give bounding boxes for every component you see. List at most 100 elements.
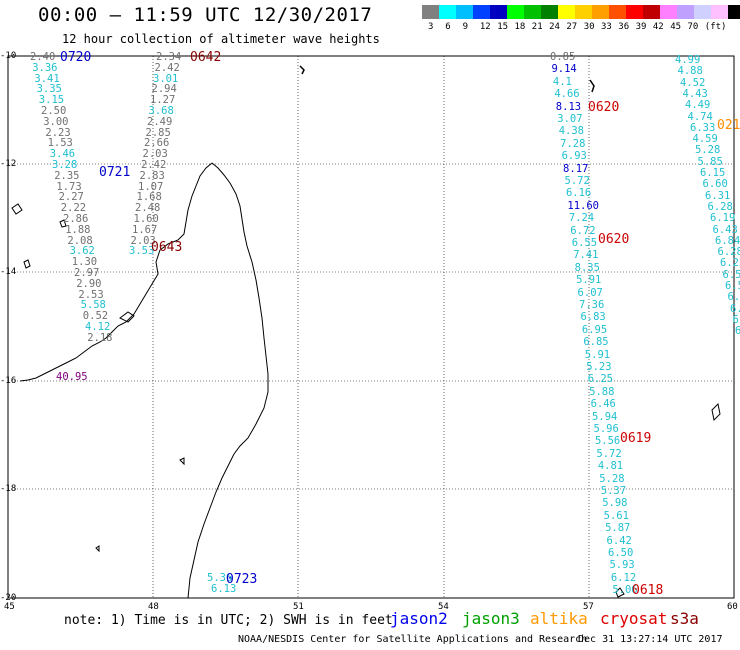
wave-height-value: 2.94 xyxy=(151,83,177,96)
wave-height-value: 1.68 xyxy=(136,191,162,204)
wave-height-value: 5.61 xyxy=(603,509,629,522)
wave-height-value: 2.03 xyxy=(142,148,168,161)
wave-height-value: 6.55 xyxy=(571,237,598,249)
scale-swatch xyxy=(575,5,592,19)
pass-time-label: 0642 xyxy=(190,50,222,65)
scale-label: 24 xyxy=(549,22,560,32)
wave-height-value: 5.85 xyxy=(697,155,723,168)
wave-height-value: 1.53 xyxy=(47,137,73,150)
map-subtitle: 12 hour collection of altimeter wave hei… xyxy=(62,32,380,46)
y-tick-label: -10 xyxy=(0,51,17,61)
wave-height-value: 6.28 xyxy=(717,246,740,259)
wave-height-value: 3.68 xyxy=(148,105,174,117)
wave-height-value: 11.60 xyxy=(567,199,599,212)
map-note: note: 1) Time is in UTC; 2) SWH is in fe… xyxy=(64,613,393,628)
wave-height-value: 5.72 xyxy=(596,447,622,460)
wave-height-value: 4.38 xyxy=(558,125,584,138)
wave-height-value: 6.83 xyxy=(580,311,606,324)
footer-date: Dec 31 13:27:14 UTC 2017 xyxy=(578,634,723,645)
wave-height-value: 4.88 xyxy=(677,65,703,78)
wave-height-value: 2.48 xyxy=(135,202,161,215)
wave-height-value: 5.37 xyxy=(600,485,627,497)
scale-label: 9 xyxy=(462,22,469,32)
wave-height-value: 40.95 xyxy=(56,371,88,383)
wave-height-value: 9.14 xyxy=(551,63,577,76)
scale-swatch xyxy=(541,5,558,19)
pass-time-label: 0721 xyxy=(99,165,131,180)
x-tick-label: 54 xyxy=(438,602,449,612)
wave-height-value: 2.23 xyxy=(45,126,71,139)
wave-height-value: 6.43 xyxy=(712,223,738,236)
wave-height-value: 8.13 xyxy=(555,100,582,113)
wave-height-value: 1.88 xyxy=(65,223,91,236)
x-tick-label: 57 xyxy=(583,602,594,612)
scale-swatch xyxy=(558,5,575,19)
wave-height-value: 3.62 xyxy=(69,245,95,258)
island-west-1 xyxy=(11,203,23,215)
wave-height-value: 2.66 xyxy=(144,137,170,150)
legend-item-s3a: s3a xyxy=(670,609,699,628)
y-tick-label: -12 xyxy=(0,159,17,169)
wave-height-value: 7.28 xyxy=(560,137,586,150)
scale-swatch xyxy=(728,5,740,19)
x-tick-label: 60 xyxy=(727,602,738,612)
wave-height-value: 6. xyxy=(730,302,740,315)
scale-swatch xyxy=(626,5,643,19)
color-scale xyxy=(422,5,740,19)
island-mayotte xyxy=(23,259,31,269)
wave-height-value: 6.15 xyxy=(700,167,726,179)
wave-height-value: 6.25 xyxy=(587,373,613,386)
pass-time-label: 0620 xyxy=(598,232,630,247)
scale-label: 70 xyxy=(687,22,699,32)
wave-height-value: 5.94 xyxy=(592,410,618,423)
wave-height-value: 2.18 xyxy=(87,331,113,344)
wave-height-value: 6.5 xyxy=(727,291,740,304)
wave-height-value: 1.27 xyxy=(150,94,176,107)
wave-height-value: 3.36 xyxy=(32,61,58,74)
wave-height-value: 6.31 xyxy=(705,189,731,202)
wave-height-value: 4.43 xyxy=(682,87,708,100)
island-east-3 xyxy=(711,402,721,422)
wave-height-value: 2.49 xyxy=(147,115,173,128)
scale-label: 12 xyxy=(479,22,491,32)
scale-swatch xyxy=(490,5,507,19)
island-east-1 xyxy=(299,65,305,75)
wave-height-value: 4.99 xyxy=(675,54,701,66)
wave-height-value: 6.19 xyxy=(710,212,736,225)
island-nosy-be xyxy=(119,311,135,323)
wave-height-value: 6.13 xyxy=(211,583,237,595)
wave-height-value: 4.66 xyxy=(554,88,580,101)
wave-height-value: 2.08 xyxy=(67,234,93,247)
wave-height-value: 5.23 xyxy=(586,361,612,373)
map-title: 00:00 – 11:59 UTC 12/30/2017 xyxy=(38,4,373,26)
legend-item-cryosat: cryosat xyxy=(600,609,668,628)
x-tick-label: 45 xyxy=(4,602,15,612)
wave-height-value: 7.24 xyxy=(568,212,595,225)
scale-swatch xyxy=(592,5,609,19)
scale-swatch xyxy=(677,5,694,19)
wave-height-value: 3.53 xyxy=(129,245,155,258)
wave-height-value: 1.30 xyxy=(71,256,98,269)
wave-height-value: 3.01 xyxy=(153,72,179,85)
y-tick-label: -20 xyxy=(0,593,17,603)
wave-height-value: 6.95 xyxy=(581,323,608,336)
scale-label: 3 xyxy=(428,22,434,32)
wave-height-value: 1.67 xyxy=(132,223,158,236)
wave-height-value: 3.46 xyxy=(49,148,76,161)
pass-time-label: 0619 xyxy=(620,431,652,446)
wave-height-value: 6.5 xyxy=(725,280,740,292)
wave-height-value: 2.85 xyxy=(145,126,171,139)
wave-height-value: 6.12 xyxy=(610,571,637,584)
wave-height-value: 6.42 xyxy=(606,534,632,547)
wave-height-value: 4.49 xyxy=(685,99,711,112)
scale-label: 15 xyxy=(497,22,509,32)
wave-height-value: 8.35 xyxy=(574,261,600,274)
wave-height-value: 5.96 xyxy=(593,423,619,435)
wave-height-value: 3.35 xyxy=(36,83,62,96)
wave-height-value: 5.98 xyxy=(602,497,628,510)
wave-height-value: 3.15 xyxy=(38,94,65,107)
x-tick-label: 48 xyxy=(148,602,159,612)
wave-height-value: 4.59 xyxy=(692,133,718,146)
scale-swatch xyxy=(507,5,524,19)
pass-time-label: 0643 xyxy=(151,240,183,255)
